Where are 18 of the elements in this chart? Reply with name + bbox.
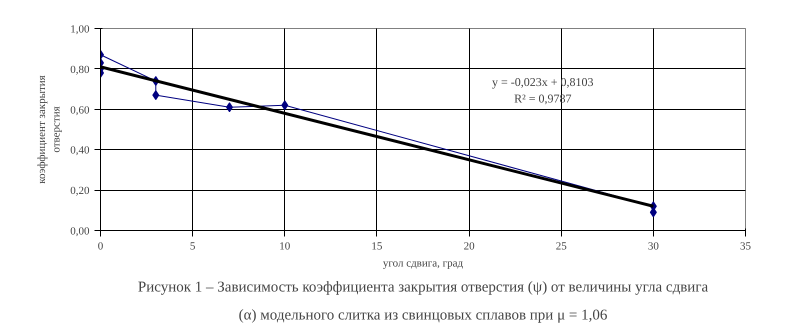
x-tick-label: 5 — [190, 240, 196, 252]
y-tick-label: 0,40 — [70, 144, 90, 157]
x-axis-title: угол сдвига, град — [382, 258, 464, 270]
y-tick-label: 0,20 — [70, 185, 90, 198]
x-tick-label: 30 — [648, 240, 660, 252]
text: Рисунок 1 – Зависимость коэффициента закрытия отверстия (ψ) от величины угла сдвига — [138, 280, 708, 296]
x-tick-label: 20 — [464, 240, 476, 252]
text: (α) модельного слитка из свинцовых сплавов при μ = 1,06 — [238, 308, 608, 324]
x-tick-label: 0 — [98, 240, 104, 252]
x-tick-label: 15 — [371, 240, 383, 252]
x-tick-label: 25 — [556, 240, 568, 252]
y-tick-label: 0,00 — [70, 226, 90, 238]
x-tick-label: 10 — [279, 240, 291, 252]
y-tick-label: 1,00 — [70, 24, 90, 36]
y-tick-label: 0,80 — [70, 64, 90, 76]
y-axis-title: коэффициент закрытия отверстия — [36, 75, 62, 184]
y-tick-label: 0,60 — [70, 104, 90, 116]
x-tick-label: 35 — [740, 240, 752, 252]
